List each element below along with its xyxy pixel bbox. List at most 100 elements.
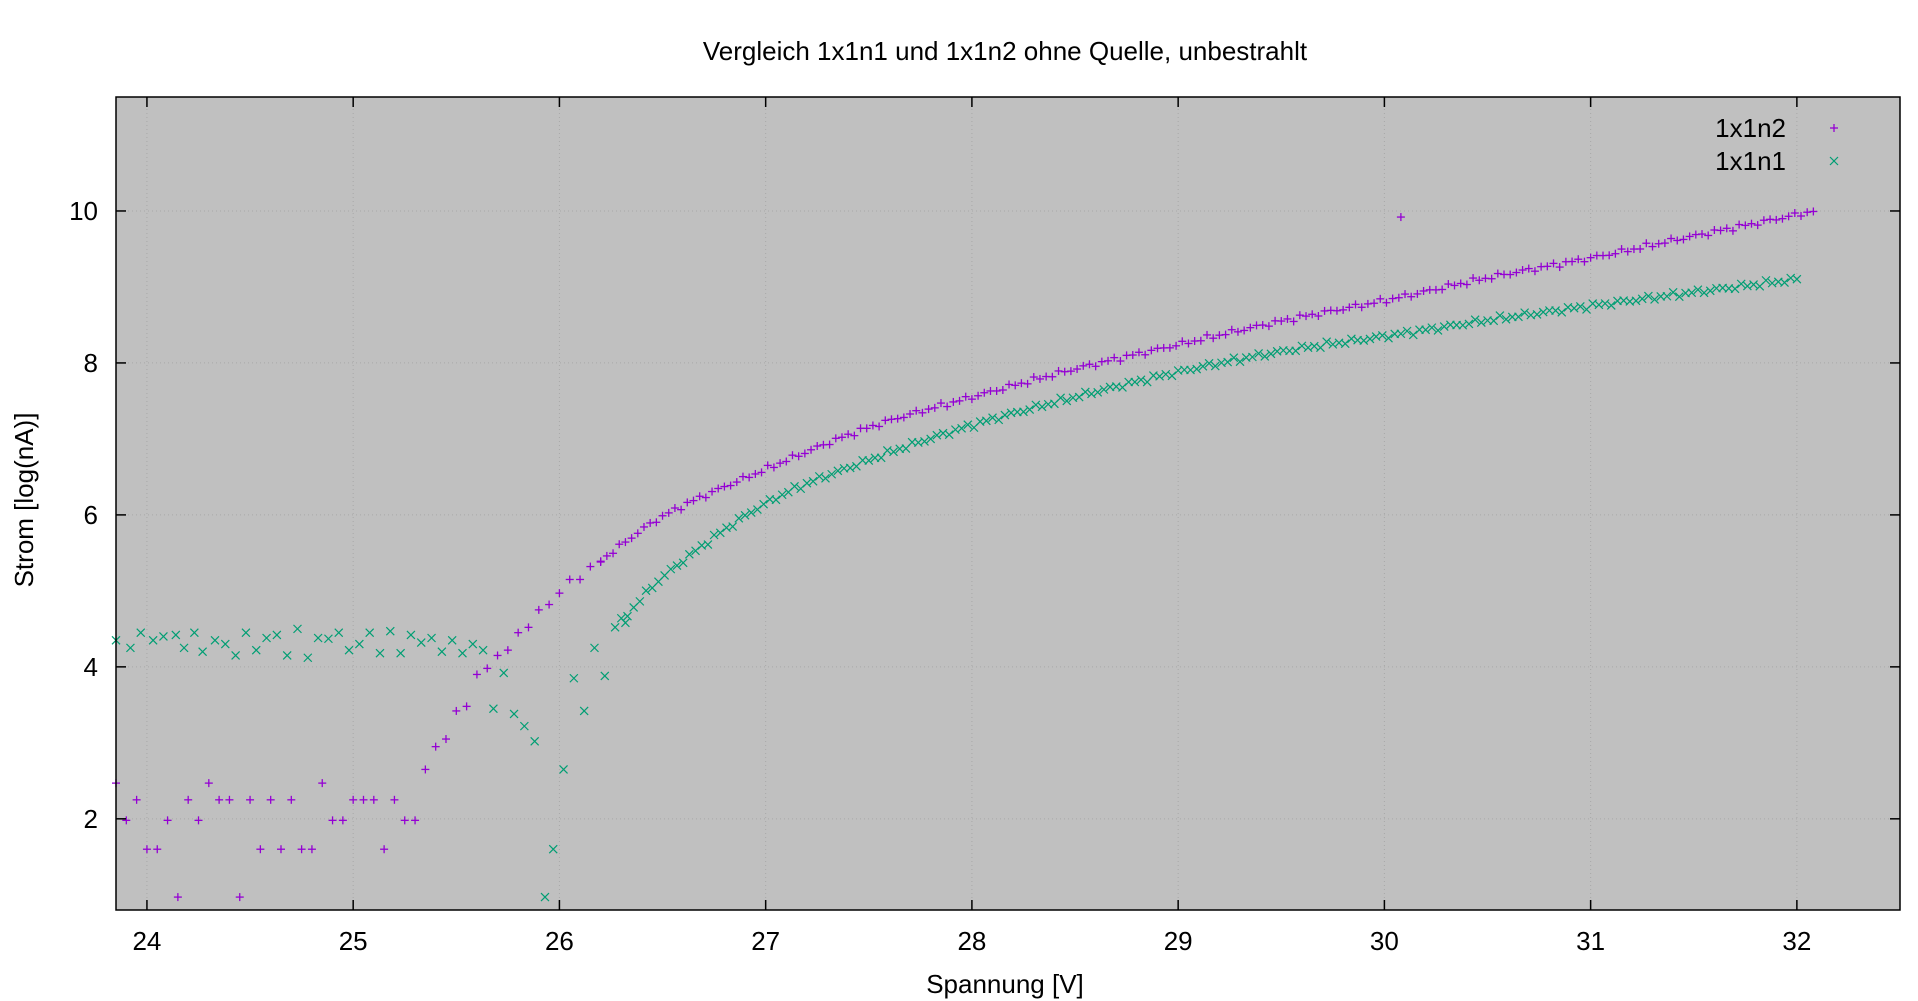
x-tick-label: 27 xyxy=(751,926,780,956)
point-1x1n1 xyxy=(1254,349,1264,358)
point-1x1n2 xyxy=(1506,270,1515,279)
x-tick-label: 28 xyxy=(957,926,986,956)
point-1x1n2 xyxy=(1549,259,1558,268)
legend-marker xyxy=(1829,156,1839,166)
point-1x1n2 xyxy=(328,816,337,825)
point-1x1n2 xyxy=(943,402,952,411)
point-1x1n2 xyxy=(266,795,275,804)
marker-stroke xyxy=(703,540,713,550)
point-1x1n1 xyxy=(509,709,519,719)
point-1x1n1 xyxy=(715,528,725,538)
point-1x1n1 xyxy=(324,634,333,644)
marker-stroke xyxy=(1186,365,1195,375)
marker-stroke xyxy=(540,892,550,902)
point-1x1n2 xyxy=(695,492,704,501)
marker-stroke xyxy=(282,651,292,660)
marker-stroke xyxy=(530,736,540,746)
marker-stroke xyxy=(678,558,688,568)
point-1x1n2 xyxy=(868,421,877,430)
point-1x1n2 xyxy=(732,478,741,487)
point-1x1n2 xyxy=(757,468,766,477)
point-1x1n1 xyxy=(385,626,395,636)
point-1x1n1 xyxy=(1433,325,1443,335)
point-1x1n2 xyxy=(153,845,162,854)
point-1x1n1 xyxy=(821,473,830,483)
point-1x1n1 xyxy=(635,596,645,606)
marker-stroke xyxy=(559,765,568,774)
point-1x1n2 xyxy=(1704,231,1713,240)
marker-stroke xyxy=(734,513,744,523)
marker-stroke xyxy=(1025,405,1035,414)
point-1x1n2 xyxy=(1128,351,1137,360)
point-1x1n2 xyxy=(1617,245,1626,254)
point-1x1n2 xyxy=(545,600,554,609)
marker-stroke xyxy=(950,425,960,435)
point-1x1n2 xyxy=(503,646,512,655)
point-1x1n1 xyxy=(777,490,787,500)
marker-stroke xyxy=(406,630,416,640)
marker-stroke xyxy=(845,463,855,473)
point-1x1n2 xyxy=(763,461,772,470)
point-1x1n2 xyxy=(1716,226,1725,235)
marker-stroke xyxy=(1464,319,1474,329)
marker-stroke xyxy=(833,466,843,476)
point-1x1n1 xyxy=(241,628,251,638)
point-1x1n2 xyxy=(850,431,859,440)
point-1x1n2 xyxy=(194,816,203,825)
marker-stroke xyxy=(1557,307,1567,317)
point-1x1n2 xyxy=(639,522,648,531)
point-1x1n2 xyxy=(708,487,717,496)
point-1x1n2 xyxy=(936,399,945,408)
point-1x1n2 xyxy=(369,795,378,804)
marker-stroke xyxy=(889,447,898,457)
marker-stroke xyxy=(1489,316,1499,326)
x-tick-label: 25 xyxy=(339,926,368,956)
point-1x1n1 xyxy=(579,706,589,716)
point-1x1n2 xyxy=(1728,226,1737,235)
marker-stroke xyxy=(1507,312,1517,322)
marker-stroke xyxy=(1377,331,1387,340)
point-1x1n2 xyxy=(720,482,729,491)
legend-label-1x1n2: 1x1n2 xyxy=(1715,113,1786,143)
point-1x1n1 xyxy=(746,508,756,517)
point-1x1n1 xyxy=(489,704,498,714)
marker-stroke xyxy=(159,632,168,641)
point-1x1n1 xyxy=(771,495,781,505)
marker-stroke xyxy=(1687,288,1697,298)
x-tick-label: 32 xyxy=(1782,926,1811,956)
point-1x1n2 xyxy=(307,845,316,854)
point-1x1n1 xyxy=(198,647,208,657)
marker-stroke xyxy=(189,628,199,638)
marker-stroke xyxy=(1229,353,1239,363)
point-1x1n2 xyxy=(1623,247,1632,256)
y-tick-label: 4 xyxy=(84,652,98,682)
point-1x1n1 xyxy=(1631,296,1641,306)
point-1x1n2 xyxy=(794,452,803,461)
marker-stroke xyxy=(344,645,354,655)
marker-stroke xyxy=(1606,301,1616,310)
point-1x1n1 xyxy=(641,586,651,596)
point-1x1n2 xyxy=(1555,263,1564,272)
point-1x1n2 xyxy=(1772,215,1781,224)
marker-stroke xyxy=(746,508,756,517)
marker-stroke xyxy=(920,436,929,446)
marker-stroke xyxy=(1476,318,1486,328)
marker-stroke xyxy=(1495,311,1505,320)
point-1x1n2 xyxy=(1493,269,1502,278)
point-1x1n1 xyxy=(833,466,843,476)
point-1x1n1 xyxy=(354,639,364,649)
point-1x1n2 xyxy=(745,473,754,482)
point-1x1n2 xyxy=(1735,220,1744,229)
marker-stroke xyxy=(1297,341,1307,351)
point-1x1n2 xyxy=(338,816,347,825)
point-1x1n1 xyxy=(375,648,385,658)
marker-stroke xyxy=(623,611,632,621)
marker-stroke xyxy=(814,471,824,481)
point-1x1n1 xyxy=(1235,357,1245,367)
marker-stroke xyxy=(1674,292,1684,302)
point-1x1n2 xyxy=(1784,212,1793,221)
x-tick-label: 30 xyxy=(1370,926,1399,956)
point-1x1n2 xyxy=(1209,334,1218,343)
point-1x1n2 xyxy=(1401,290,1410,299)
